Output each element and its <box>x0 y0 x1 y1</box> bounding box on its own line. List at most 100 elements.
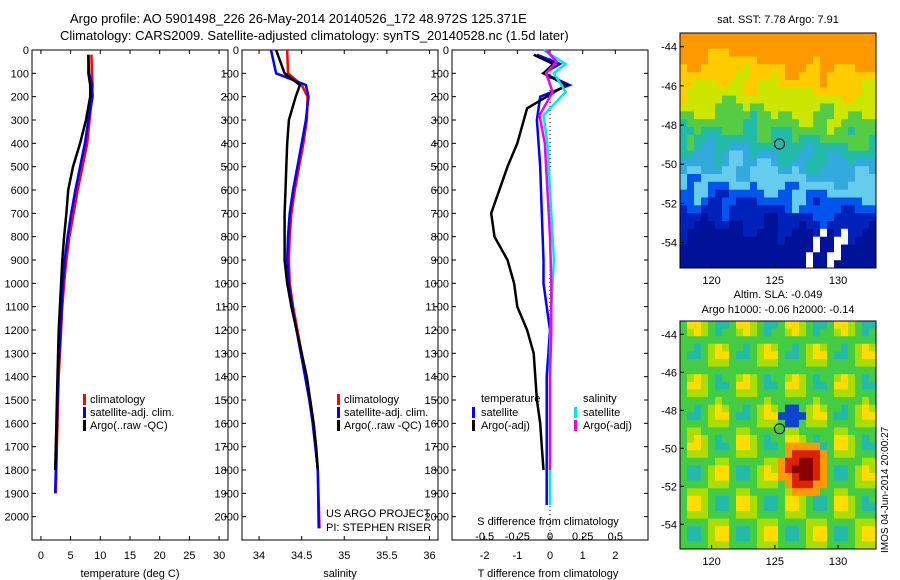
map-cell <box>813 404 821 413</box>
map-cell <box>729 56 737 65</box>
map-cell <box>820 374 828 383</box>
y-tick-label: -48 <box>661 405 677 417</box>
map-cell <box>757 473 765 481</box>
map-cell <box>750 442 758 451</box>
map-cell <box>848 351 856 360</box>
map-cell <box>708 56 716 65</box>
map-cell <box>764 72 772 81</box>
map-cell <box>750 321 758 329</box>
map-cell <box>869 189 877 198</box>
map-cell <box>708 450 716 459</box>
map-cell <box>862 127 870 136</box>
map-cell <box>687 236 695 245</box>
map-cell <box>750 80 758 89</box>
map-cell <box>722 158 730 167</box>
legend-swatch-satellite <box>337 407 340 418</box>
map-cell <box>715 473 723 481</box>
map-cell <box>715 336 723 345</box>
map-cell <box>813 366 821 375</box>
map-cell <box>806 495 814 504</box>
map-cell <box>820 473 828 481</box>
x-tick-label: 1 <box>580 550 586 562</box>
map-cell <box>736 260 744 269</box>
legend-swatch-t-argo <box>472 420 475 431</box>
map-cell <box>792 260 800 269</box>
map-cell <box>764 189 772 198</box>
map-cell <box>855 473 863 481</box>
map-cell <box>750 412 758 421</box>
map-cell <box>757 389 765 398</box>
map-cell <box>869 419 877 428</box>
map-cell <box>750 336 758 345</box>
map-cell <box>778 457 786 466</box>
map-cell <box>729 419 737 428</box>
map-cell <box>680 328 688 337</box>
map-cell <box>715 412 723 421</box>
map-cell <box>757 488 765 497</box>
map-cell <box>820 511 828 519</box>
map-cell <box>715 56 723 65</box>
map-cell <box>785 197 793 206</box>
map-cell <box>862 381 870 390</box>
map-cell <box>841 236 849 245</box>
map-cell <box>722 321 730 329</box>
map-cell <box>722 495 730 504</box>
map-cell <box>680 228 688 237</box>
map-cell <box>834 397 842 405</box>
map-cell <box>869 56 877 65</box>
map-cell <box>736 197 744 206</box>
map-cell <box>792 142 800 151</box>
map-cell <box>708 221 716 230</box>
y-tick-label: 1400 <box>425 372 449 384</box>
map-cell <box>764 236 772 245</box>
map-cell <box>687 119 695 128</box>
map-cell <box>680 473 688 481</box>
map-cell <box>869 435 877 443</box>
map-cell <box>841 336 849 345</box>
map-cell <box>841 328 849 337</box>
map-cell <box>799 533 807 542</box>
map-cell <box>827 526 835 535</box>
y-tick-label: 800 <box>11 232 29 244</box>
map-cell <box>848 221 856 230</box>
map-cell <box>715 197 723 206</box>
map-cell <box>792 404 800 413</box>
map-cell <box>729 480 737 489</box>
map-cell <box>736 366 744 375</box>
map-cell <box>771 134 779 143</box>
map-cell <box>799 134 807 143</box>
x2-tick-label: 0.5 <box>608 531 623 543</box>
map-cell <box>862 80 870 89</box>
y-tick-label: 600 <box>11 185 29 197</box>
y-tick-label: 100 <box>221 68 239 80</box>
map-cell <box>694 450 702 459</box>
map-cell <box>729 359 737 367</box>
map-cell <box>848 56 856 65</box>
map-cell <box>862 95 870 104</box>
x-tick-label: 120 <box>702 275 720 287</box>
map-cell <box>778 40 786 49</box>
map-cell <box>799 244 807 253</box>
map-cell <box>750 503 758 512</box>
map-cell <box>799 435 807 443</box>
map-cell <box>785 465 793 474</box>
map-cell <box>771 389 779 398</box>
map-cell <box>729 213 737 222</box>
map-cell <box>848 518 856 527</box>
map-cell <box>729 134 737 143</box>
map-cell <box>743 366 751 375</box>
map-cell <box>722 465 730 474</box>
map-cell <box>694 40 702 49</box>
map-cell <box>778 119 786 128</box>
map-cell <box>722 48 730 57</box>
map-cell <box>848 321 856 329</box>
map-cell <box>750 511 758 519</box>
map-cell <box>855 189 863 198</box>
map-cell <box>680 119 688 128</box>
map-cell <box>862 205 870 214</box>
map-cell <box>708 480 716 489</box>
map-cell <box>750 181 758 190</box>
map-cell <box>722 533 730 542</box>
map-cell <box>715 33 723 42</box>
x-tick-label: 34 <box>253 550 265 562</box>
